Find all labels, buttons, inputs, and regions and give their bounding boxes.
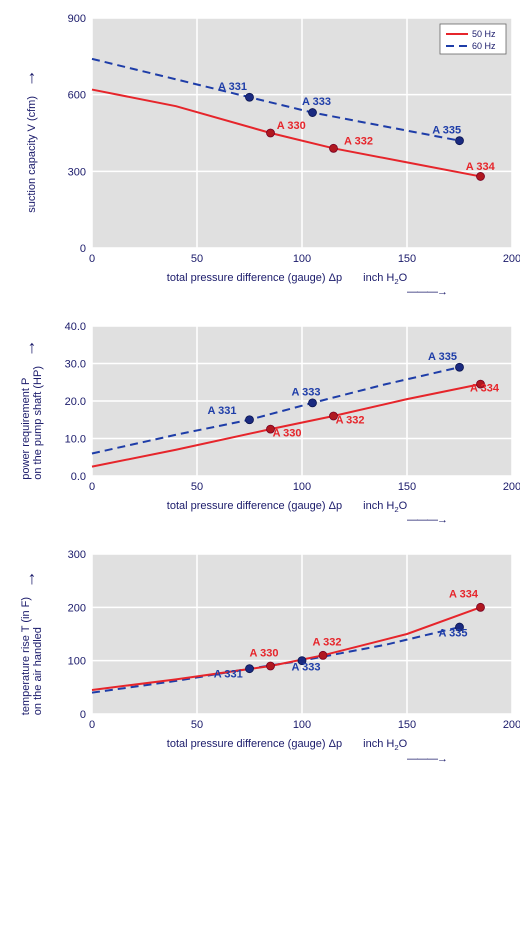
- x-axis-text: total pressure difference (gauge) Δp: [167, 738, 342, 750]
- data-point-50hz: [267, 662, 275, 670]
- x-tick-label: 150: [398, 481, 416, 493]
- y-tick-label: 900: [68, 13, 86, 25]
- legend-label-50hz: 50 Hz: [472, 29, 496, 39]
- point-label-50hz: A 330: [273, 428, 302, 440]
- data-point-60hz: [456, 137, 464, 145]
- x-axis-text: total pressure difference (gauge) Δp: [167, 272, 342, 284]
- y-tick-label: 30.0: [65, 359, 86, 371]
- point-label-50hz: A 330: [250, 648, 279, 660]
- data-point-60hz: [246, 93, 254, 101]
- x-tick-label: 0: [89, 719, 95, 731]
- x-tick-label: 50: [191, 253, 203, 265]
- y-tick-label: 600: [68, 90, 86, 102]
- up-arrow-icon: ↑: [28, 337, 37, 358]
- x-axis-label: total pressure difference (gauge) Δp inc…: [54, 500, 520, 526]
- y-tick-label: 20.0: [65, 396, 86, 408]
- point-label-60hz: A 331: [214, 669, 243, 681]
- chart-suction: 0 50 100 150 200 0 300 600 900 A 331 A 333 A 335 A 3…: [54, 10, 520, 270]
- y-tick-label: 0: [80, 709, 86, 721]
- point-label-50hz: A 332: [344, 136, 373, 148]
- y-tick-label: 40.0: [65, 321, 86, 333]
- point-label-60hz: A 331: [208, 405, 237, 417]
- x-tick-label: 200: [503, 719, 520, 731]
- data-point-50hz: [319, 652, 327, 660]
- data-point-50hz: [477, 172, 485, 180]
- x-tick-label: 50: [191, 719, 203, 731]
- y-axis-label: ↑ suction capacity V (cfm): [10, 10, 54, 270]
- point-label-50hz: A 332: [336, 415, 365, 427]
- data-point-60hz: [309, 109, 317, 117]
- y-tick-label: 10.0: [65, 434, 86, 446]
- point-label-50hz: A 332: [313, 637, 342, 649]
- x-axis-unit: inch H2O: [363, 738, 407, 750]
- y-tick-label: 0.0: [71, 471, 86, 483]
- point-label-60hz: A 333: [292, 387, 321, 399]
- point-label-50hz: A 334: [470, 383, 500, 395]
- data-point-50hz: [477, 604, 485, 612]
- x-axis-label: total pressure difference (gauge) Δp inc…: [54, 272, 520, 298]
- point-label-60hz: A 333: [302, 96, 331, 108]
- x-tick-label: 100: [293, 481, 311, 493]
- x-axis-unit: inch H2O: [363, 500, 407, 512]
- x-tick-label: 100: [293, 719, 311, 731]
- data-point-60hz: [456, 363, 464, 371]
- up-arrow-icon: ↑: [28, 568, 37, 589]
- point-label-50hz: A 334: [449, 589, 479, 601]
- y-tick-label: 300: [68, 166, 86, 178]
- point-label-50hz: A 334: [466, 161, 496, 173]
- point-label-60hz: A 335: [432, 125, 461, 137]
- x-axis-label: total pressure difference (gauge) Δp inc…: [54, 738, 520, 764]
- chart-panel-power: ↑ power requirement Pon the pump shaft (…: [10, 318, 520, 526]
- data-point-60hz: [246, 416, 254, 424]
- point-label-60hz: A 335: [439, 628, 468, 640]
- up-arrow-icon: ↑: [28, 67, 37, 88]
- x-tick-label: 150: [398, 719, 416, 731]
- right-arrow-icon: ———→: [407, 753, 447, 765]
- chart-power: 0 50 100 150 200 0.0 10.0 20.0 30.0 40.0 A 331 A 33…: [54, 318, 520, 498]
- x-tick-label: 200: [503, 253, 520, 265]
- legend-label-60hz: 60 Hz: [472, 41, 496, 51]
- data-point-50hz: [330, 144, 338, 152]
- chart-panel-suction: ↑ suction capacity V (cfm) 0501001502000…: [10, 10, 520, 298]
- y-tick-label: 300: [68, 549, 86, 561]
- y-axis-label: ↑ temperature rise T (in F)on the air ha…: [10, 546, 54, 736]
- x-tick-label: 50: [191, 481, 203, 493]
- y-tick-label: 100: [68, 656, 86, 668]
- y-tick-label: 0: [80, 243, 86, 255]
- point-label-60hz: A 335: [428, 351, 457, 363]
- x-axis-unit: inch H2O: [363, 272, 407, 284]
- data-point-50hz: [267, 129, 275, 137]
- data-point-60hz: [309, 399, 317, 407]
- point-label-60hz: A 333: [292, 662, 321, 674]
- chart-temp: 0 50 100 150 200 0 100 200 300 A 331 A 333 A 335 A 3…: [54, 546, 520, 736]
- x-tick-label: 0: [89, 253, 95, 265]
- right-arrow-icon: ———→: [407, 514, 447, 526]
- x-tick-label: 0: [89, 481, 95, 493]
- x-tick-label: 100: [293, 253, 311, 265]
- point-label-50hz: A 330: [277, 120, 306, 132]
- chart-panel-temp: ↑ temperature rise T (in F)on the air ha…: [10, 546, 520, 764]
- y-axis-label: ↑ power requirement Pon the pump shaft (…: [10, 318, 54, 498]
- data-point-60hz: [246, 665, 254, 673]
- right-arrow-icon: ———→: [407, 286, 447, 298]
- x-tick-label: 200: [503, 481, 520, 493]
- y-tick-label: 200: [68, 603, 86, 615]
- x-tick-label: 150: [398, 253, 416, 265]
- x-axis-text: total pressure difference (gauge) Δp: [167, 500, 342, 512]
- point-label-60hz: A 331: [218, 81, 247, 93]
